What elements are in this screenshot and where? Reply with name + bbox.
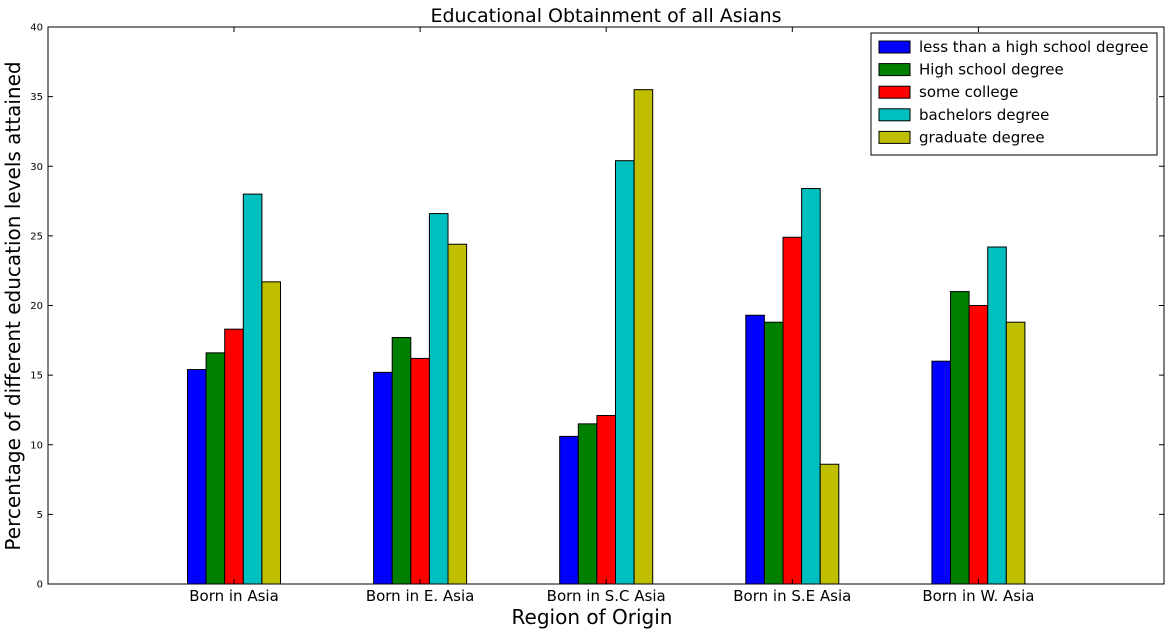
y-tick-label: 5 xyxy=(37,510,43,521)
bar-graduate-degree-0 xyxy=(261,281,281,585)
legend-label: High school degree xyxy=(919,61,1064,79)
legend-swatch xyxy=(878,130,911,144)
chart-title: Educational Obtainment of all Asians xyxy=(430,5,781,27)
bar-graduate-degree-2 xyxy=(633,89,654,585)
bar-less-than-a-high-school-degree-1 xyxy=(373,371,393,585)
y-tick-label: 25 xyxy=(30,231,43,242)
bar-some-college-4 xyxy=(968,305,989,585)
y-tick-label: 30 xyxy=(30,162,43,173)
bar-graduate-degree-3 xyxy=(819,463,840,585)
bar-bachelors-degree-2 xyxy=(615,160,635,585)
x-tick-label: Born in Asia xyxy=(189,587,279,605)
x-tick-label: Born in S.C Asia xyxy=(547,587,666,605)
y-axis-ticks: 0 5 10 15 20 25 30 35 40 xyxy=(30,23,1164,591)
y-axis-title: Percentage of different education levels… xyxy=(1,61,25,550)
bar-some-college-1 xyxy=(410,357,430,585)
bar-less-than-a-high-school-degree-2 xyxy=(559,435,579,585)
legend-label: bachelors degree xyxy=(919,106,1049,124)
legend-swatch xyxy=(878,40,911,54)
x-tick-label: Born in W. Asia xyxy=(922,587,1034,605)
bars-layer xyxy=(187,89,1026,585)
bar-bachelors-degree-4 xyxy=(987,246,1007,585)
x-tick-label: Born in S.E Asia xyxy=(733,587,851,605)
legend-box xyxy=(870,32,1158,156)
bar-high-school-degree-4 xyxy=(950,291,970,585)
legend-swatch xyxy=(878,85,911,99)
bar-some-college-3 xyxy=(782,236,803,585)
x-tick-label: Born in E. Asia xyxy=(366,587,475,605)
bar-bachelors-degree-0 xyxy=(242,193,263,585)
bar-less-than-a-high-school-degree-4 xyxy=(931,360,952,585)
x-axis-ticks: Born in Asia Born in E. Asia Born in S.C A… xyxy=(189,27,1034,605)
bar-less-than-a-high-school-degree-0 xyxy=(187,369,207,585)
y-tick-label: 15 xyxy=(30,371,43,382)
bar-graduate-degree-4 xyxy=(1005,321,1026,585)
legend-swatch xyxy=(878,108,911,122)
bar-high-school-degree-0 xyxy=(205,352,226,585)
x-axis-title: Region of Origin xyxy=(512,605,673,629)
legend-swatch xyxy=(878,63,911,77)
legend-label: graduate degree xyxy=(919,128,1045,146)
bar-high-school-degree-2 xyxy=(577,423,598,585)
bar-high-school-degree-1 xyxy=(391,337,412,585)
bar-bachelors-degree-1 xyxy=(428,213,449,585)
bar-graduate-degree-1 xyxy=(447,243,468,585)
bar-some-college-2 xyxy=(596,415,617,585)
bar-less-than-a-high-school-degree-3 xyxy=(745,314,765,585)
bar-some-college-0 xyxy=(224,328,244,585)
y-tick-label: 40 xyxy=(30,23,43,34)
bar-high-school-degree-3 xyxy=(763,321,784,585)
y-tick-label: 0 xyxy=(37,580,43,591)
legend-label: some college xyxy=(919,83,1018,101)
legend-label: less than a high school degree xyxy=(919,38,1149,56)
y-tick-label: 20 xyxy=(30,301,43,312)
legend: less than a high school degree High schoo… xyxy=(870,32,1158,156)
y-tick-label: 10 xyxy=(30,440,43,451)
y-tick-label: 35 xyxy=(30,92,43,103)
bar-bachelors-degree-3 xyxy=(801,188,821,585)
